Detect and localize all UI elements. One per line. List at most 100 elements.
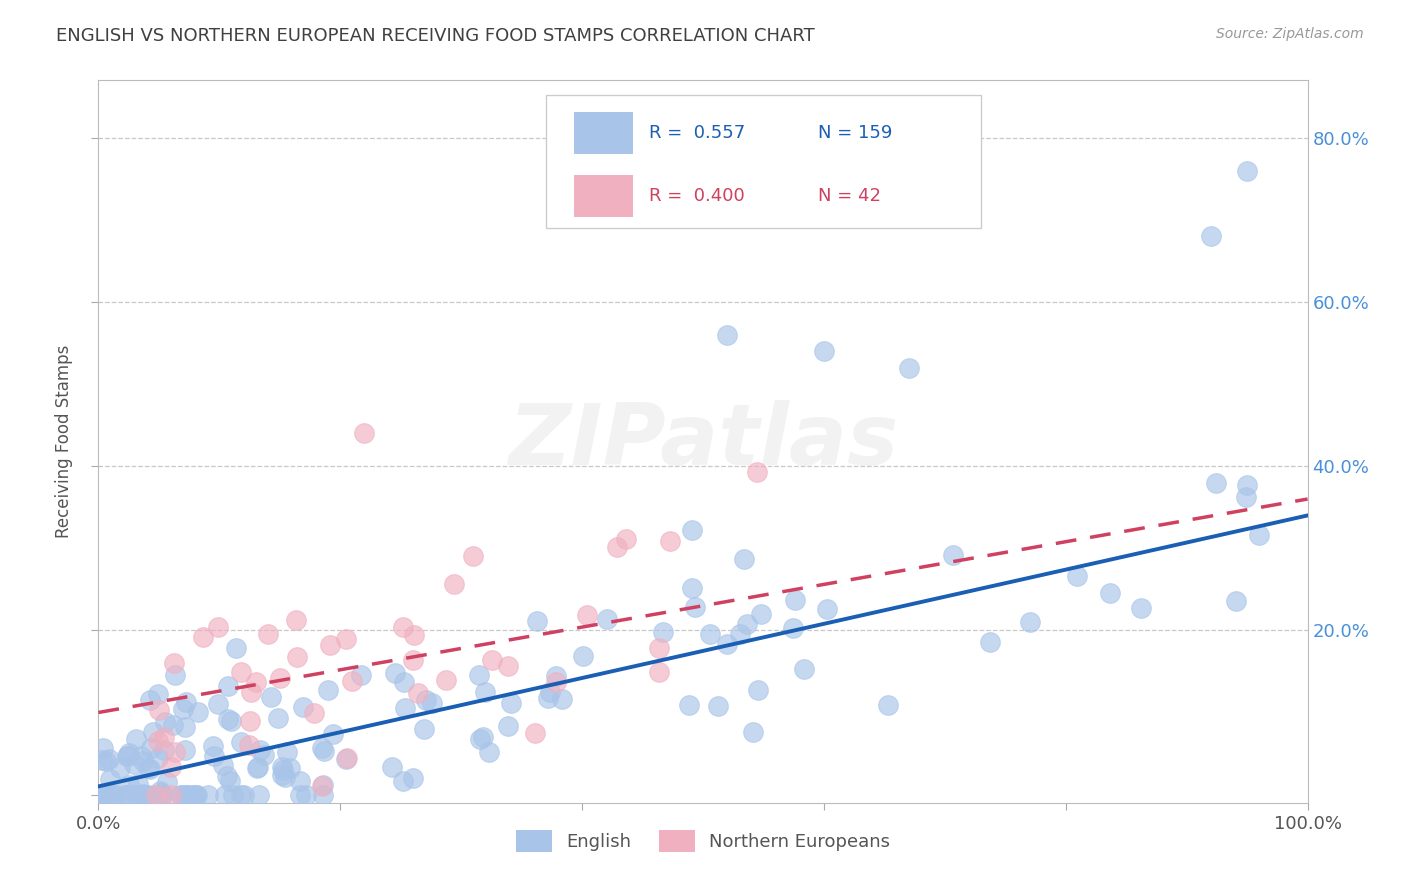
Point [257, 627, 280, 641]
Text: ZIPatlas: ZIPatlas [508, 400, 898, 483]
Point [260, 690, 283, 705]
Y-axis label: Receiving Food Stamps: Receiving Food Stamps [55, 345, 73, 538]
Point [472, 730, 495, 744]
Point [322, 727, 344, 741]
Point [138, 788, 160, 802]
Point [215, 769, 238, 783]
Point [312, 744, 335, 758]
Point [481, 653, 503, 667]
Point [139, 740, 162, 755]
Legend: English, Northern Europeans: English, Northern Europeans [509, 822, 897, 859]
Point [221, 714, 243, 728]
Point [132, 788, 155, 802]
Point [91, 740, 114, 755]
Point [284, 613, 307, 627]
Point [125, 788, 148, 802]
Point [408, 686, 430, 700]
Point [231, 788, 253, 802]
Point [295, 788, 318, 802]
Point [114, 788, 136, 802]
Point [114, 788, 136, 802]
Point [148, 703, 170, 717]
Point [353, 426, 375, 441]
Point [415, 693, 437, 707]
Point [91, 753, 114, 767]
Point [658, 534, 681, 549]
Point [751, 607, 773, 622]
Point [90, 788, 112, 802]
Point [1019, 615, 1042, 629]
Point [302, 706, 325, 721]
Point [783, 593, 806, 607]
Point [177, 788, 200, 802]
FancyBboxPatch shape [574, 112, 633, 154]
Point [98, 772, 121, 786]
Point [160, 788, 183, 802]
Point [98, 788, 121, 802]
Point [716, 327, 738, 342]
Point [186, 788, 208, 802]
Point [537, 690, 560, 705]
Point [336, 751, 359, 765]
Point [152, 788, 174, 802]
Point [118, 746, 141, 760]
Point [478, 744, 501, 758]
Point [162, 718, 184, 732]
Point [876, 698, 898, 713]
Point [139, 762, 162, 776]
Point [681, 523, 703, 537]
Point [149, 784, 172, 798]
Point [174, 720, 197, 734]
Point [467, 668, 489, 682]
Point [707, 698, 730, 713]
Point [271, 763, 294, 777]
Point [218, 774, 240, 789]
Point [163, 656, 186, 670]
Point [1130, 601, 1153, 615]
Point [91, 788, 114, 802]
Point [232, 788, 254, 802]
Point [335, 752, 357, 766]
Point [735, 617, 758, 632]
Text: N = 42: N = 42 [818, 186, 882, 205]
Point [253, 747, 276, 762]
Point [172, 702, 194, 716]
Point [270, 768, 292, 782]
Point [312, 788, 335, 802]
Point [174, 695, 197, 709]
Point [239, 714, 262, 729]
Point [159, 760, 181, 774]
Point [183, 788, 205, 802]
Text: N = 159: N = 159 [818, 124, 893, 142]
Point [699, 627, 721, 641]
Point [240, 685, 263, 699]
Point [108, 761, 131, 775]
Point [316, 682, 339, 697]
Point [544, 669, 567, 683]
Point [225, 641, 247, 656]
Point [145, 788, 167, 802]
Point [434, 673, 457, 687]
Point [207, 697, 229, 711]
Point [267, 711, 290, 725]
Point [813, 344, 835, 359]
Point [229, 665, 252, 679]
Point [94, 788, 117, 802]
Point [153, 715, 176, 730]
Point [716, 636, 738, 650]
Point [274, 770, 297, 784]
Point [596, 612, 619, 626]
Point [463, 549, 485, 564]
Point [1225, 594, 1247, 608]
Point [139, 692, 162, 706]
Point [246, 761, 269, 775]
Point [420, 696, 443, 710]
Point [728, 627, 751, 641]
Point [181, 788, 204, 802]
Point [496, 658, 519, 673]
Point [394, 701, 416, 715]
Point [165, 668, 187, 682]
Point [501, 696, 523, 710]
Point [538, 684, 561, 698]
Point [979, 635, 1001, 649]
